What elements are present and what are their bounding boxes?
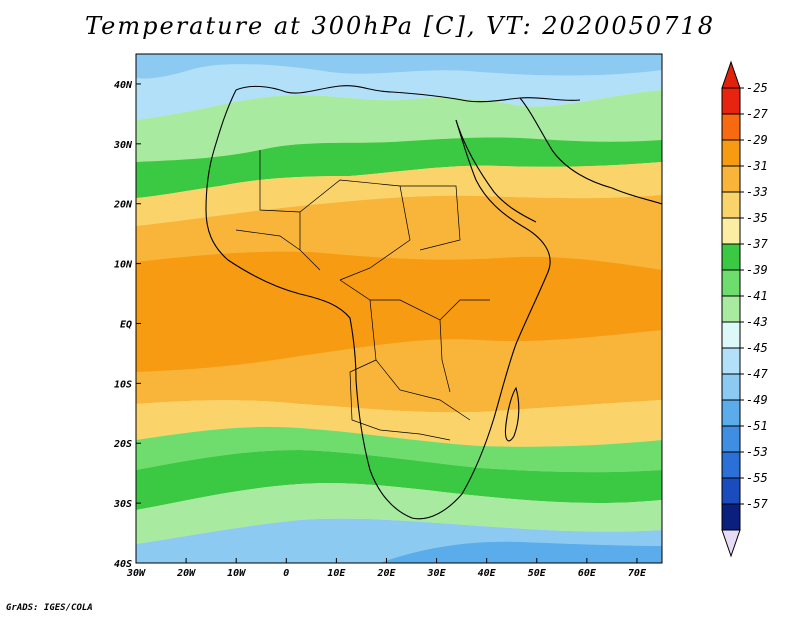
colorbar-label: -37 xyxy=(746,237,768,251)
colorbar-swatch xyxy=(721,451,741,479)
longitude-tick-label: 20E xyxy=(376,568,396,579)
colorbar-label: -35 xyxy=(746,211,768,225)
colorbar-label: -57 xyxy=(746,497,768,511)
colorbar-swatch xyxy=(721,165,741,193)
longitude-tick-label: 0 xyxy=(283,568,289,579)
longitude-tick-label: 50E xyxy=(528,568,547,579)
colorbar-swatch xyxy=(721,295,741,323)
colorbar-swatch xyxy=(721,113,741,141)
latitude-tick-label: 40S xyxy=(114,559,132,570)
colorbar-swatch xyxy=(721,477,741,505)
longitude-tick-label: 10E xyxy=(327,568,346,579)
latitude-tick-label: 20S xyxy=(113,439,132,450)
colorbar-swatch xyxy=(721,399,741,427)
colorbar-swatch xyxy=(721,503,741,531)
colorbar-label: -55 xyxy=(746,471,768,485)
colorbar-swatch xyxy=(721,191,741,219)
colorbar-label: -47 xyxy=(746,367,768,381)
coastlines xyxy=(205,85,662,520)
colorbar-swatch xyxy=(721,217,741,245)
colorbar-top-arrow xyxy=(721,60,741,89)
longitude-axis: 30W 20W 10W 0 10E 20E 30E 40E 50E 60E 70E xyxy=(126,558,647,579)
latitude-axis: 40N 30N 20N 10N EQ 10S 20S 30S 40S xyxy=(113,80,141,570)
latitude-tick-label: 30S xyxy=(113,499,132,510)
colorbar-label: -29 xyxy=(746,133,768,147)
colorbar-label: -25 xyxy=(746,81,768,95)
colorbar-label: -31 xyxy=(746,159,768,173)
temperature-field xyxy=(136,54,662,563)
colorbar-swatch xyxy=(721,243,741,271)
plot-frame xyxy=(135,53,663,564)
colorbar-label: -41 xyxy=(746,289,768,303)
latitude-tick-label: 10S xyxy=(114,379,132,390)
colorbar-swatch xyxy=(721,269,741,297)
colorbar-bottom-arrow xyxy=(721,529,741,558)
colorbar-swatch xyxy=(721,87,741,115)
latitude-tick-label: EQ xyxy=(120,319,132,330)
colorbar-label: -49 xyxy=(746,393,768,407)
colorbar-label: -39 xyxy=(746,263,768,277)
map-title: Temperature at 300hPa [C], VT: 202005071… xyxy=(85,12,715,40)
longitude-tick-label: 60E xyxy=(578,568,597,579)
country-borders xyxy=(235,150,490,441)
latitude-tick-label: 30N xyxy=(113,140,133,151)
longitude-tick-label: 30E xyxy=(427,568,447,579)
colorbar-swatch xyxy=(721,425,741,453)
colorbar-label: -51 xyxy=(746,419,768,433)
colorbar-label: -53 xyxy=(746,445,768,459)
longitude-tick-label: 30W xyxy=(126,568,146,579)
colorbar-swatch xyxy=(721,347,741,375)
colorbar-swatch xyxy=(721,139,741,167)
longitude-tick-label: 20W xyxy=(176,568,196,579)
longitude-tick-label: 40E xyxy=(478,568,497,579)
latitude-tick-label: 20N xyxy=(113,200,133,211)
latitude-tick-label: 40N xyxy=(114,80,133,91)
colorbar-swatch xyxy=(721,321,741,349)
longitude-tick-label: 70E xyxy=(628,568,647,579)
colorbar-label: -33 xyxy=(746,185,768,199)
colorbar-label: -43 xyxy=(746,315,768,329)
colorbar-swatch xyxy=(721,373,741,401)
colorbar-label: -27 xyxy=(746,107,768,121)
longitude-tick-label: 10W xyxy=(227,568,246,579)
credit-text: GrADS: IGES/COLA xyxy=(6,603,93,613)
latitude-tick-label: 10N xyxy=(114,260,133,271)
colorbar: -25 -27 -29 -31 -33 -35 -37 -39 -41 -43 -45 -47 -49 -… xyxy=(721,60,768,558)
colorbar-label: -45 xyxy=(746,341,768,355)
